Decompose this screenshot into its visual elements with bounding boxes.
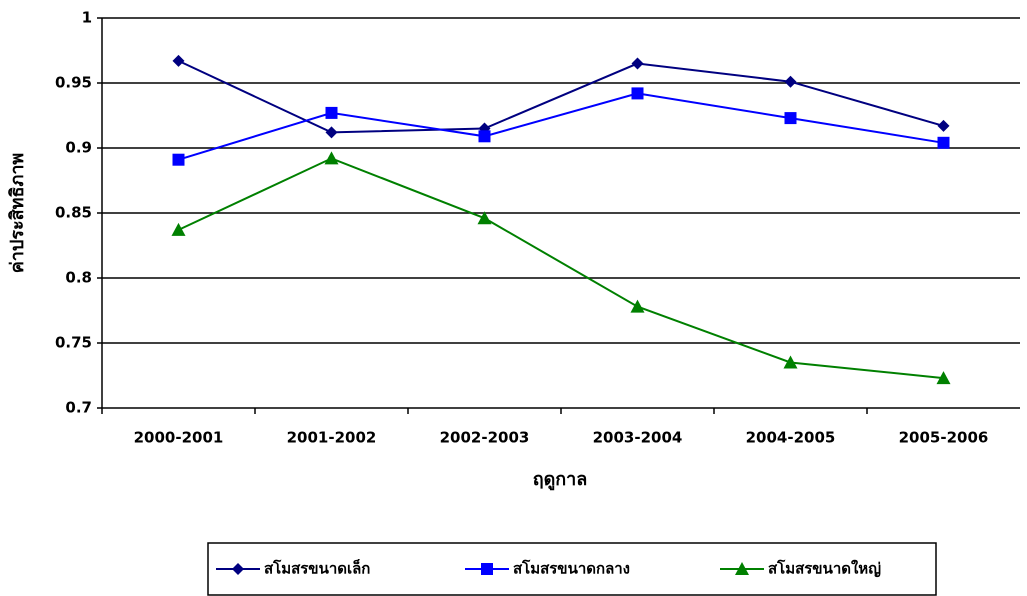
- marker: [631, 87, 644, 100]
- marker: [172, 54, 185, 67]
- y-tick-label: 0.9: [65, 139, 92, 157]
- series-line: [178, 157, 944, 380]
- y-tick-label: 0.95: [55, 74, 92, 92]
- x-tick-label: 2004-2005: [746, 429, 836, 447]
- marker: [783, 355, 798, 369]
- y-tick-label: 1: [82, 9, 92, 27]
- marker: [735, 562, 749, 575]
- legend-label: สโมสรขนาดใหญ่: [768, 559, 881, 578]
- y-tick-label: 0.8: [65, 269, 92, 287]
- x-tick-label: 2001-2002: [287, 429, 377, 447]
- marker: [784, 75, 797, 88]
- marker: [325, 126, 338, 139]
- marker: [324, 151, 339, 165]
- marker: [477, 211, 492, 225]
- legend-box: [207, 542, 937, 596]
- marker: [937, 136, 950, 149]
- x-tick-label: 2002-2003: [440, 429, 530, 447]
- series-line: [178, 59, 944, 134]
- y-tick-label: 0.85: [55, 204, 92, 222]
- marker: [936, 371, 951, 385]
- marker: [478, 130, 491, 143]
- x-tick-label: 2003-2004: [593, 429, 683, 447]
- marker: [171, 222, 186, 236]
- marker: [325, 106, 338, 119]
- marker: [232, 563, 244, 575]
- marker: [937, 119, 950, 132]
- legend-label: สโมสรขนาดกลาง: [513, 559, 630, 578]
- x-tick-label: 2000-2001: [134, 429, 224, 447]
- legend-label: สโมสรขนาดเล็ก: [264, 559, 370, 578]
- y-axis-label: ค่าประสิทธิภาพ: [7, 153, 28, 274]
- marker: [172, 153, 185, 166]
- marker: [481, 563, 493, 575]
- marker: [630, 299, 645, 313]
- x-tick-label: 2005-2006: [899, 429, 989, 447]
- y-tick-label: 0.75: [55, 334, 92, 352]
- marker: [784, 112, 797, 125]
- series-line: [178, 92, 944, 161]
- x-axis-label: ฤดูกาล: [533, 469, 588, 491]
- y-tick-label: 0.7: [65, 399, 92, 417]
- marker: [631, 57, 644, 70]
